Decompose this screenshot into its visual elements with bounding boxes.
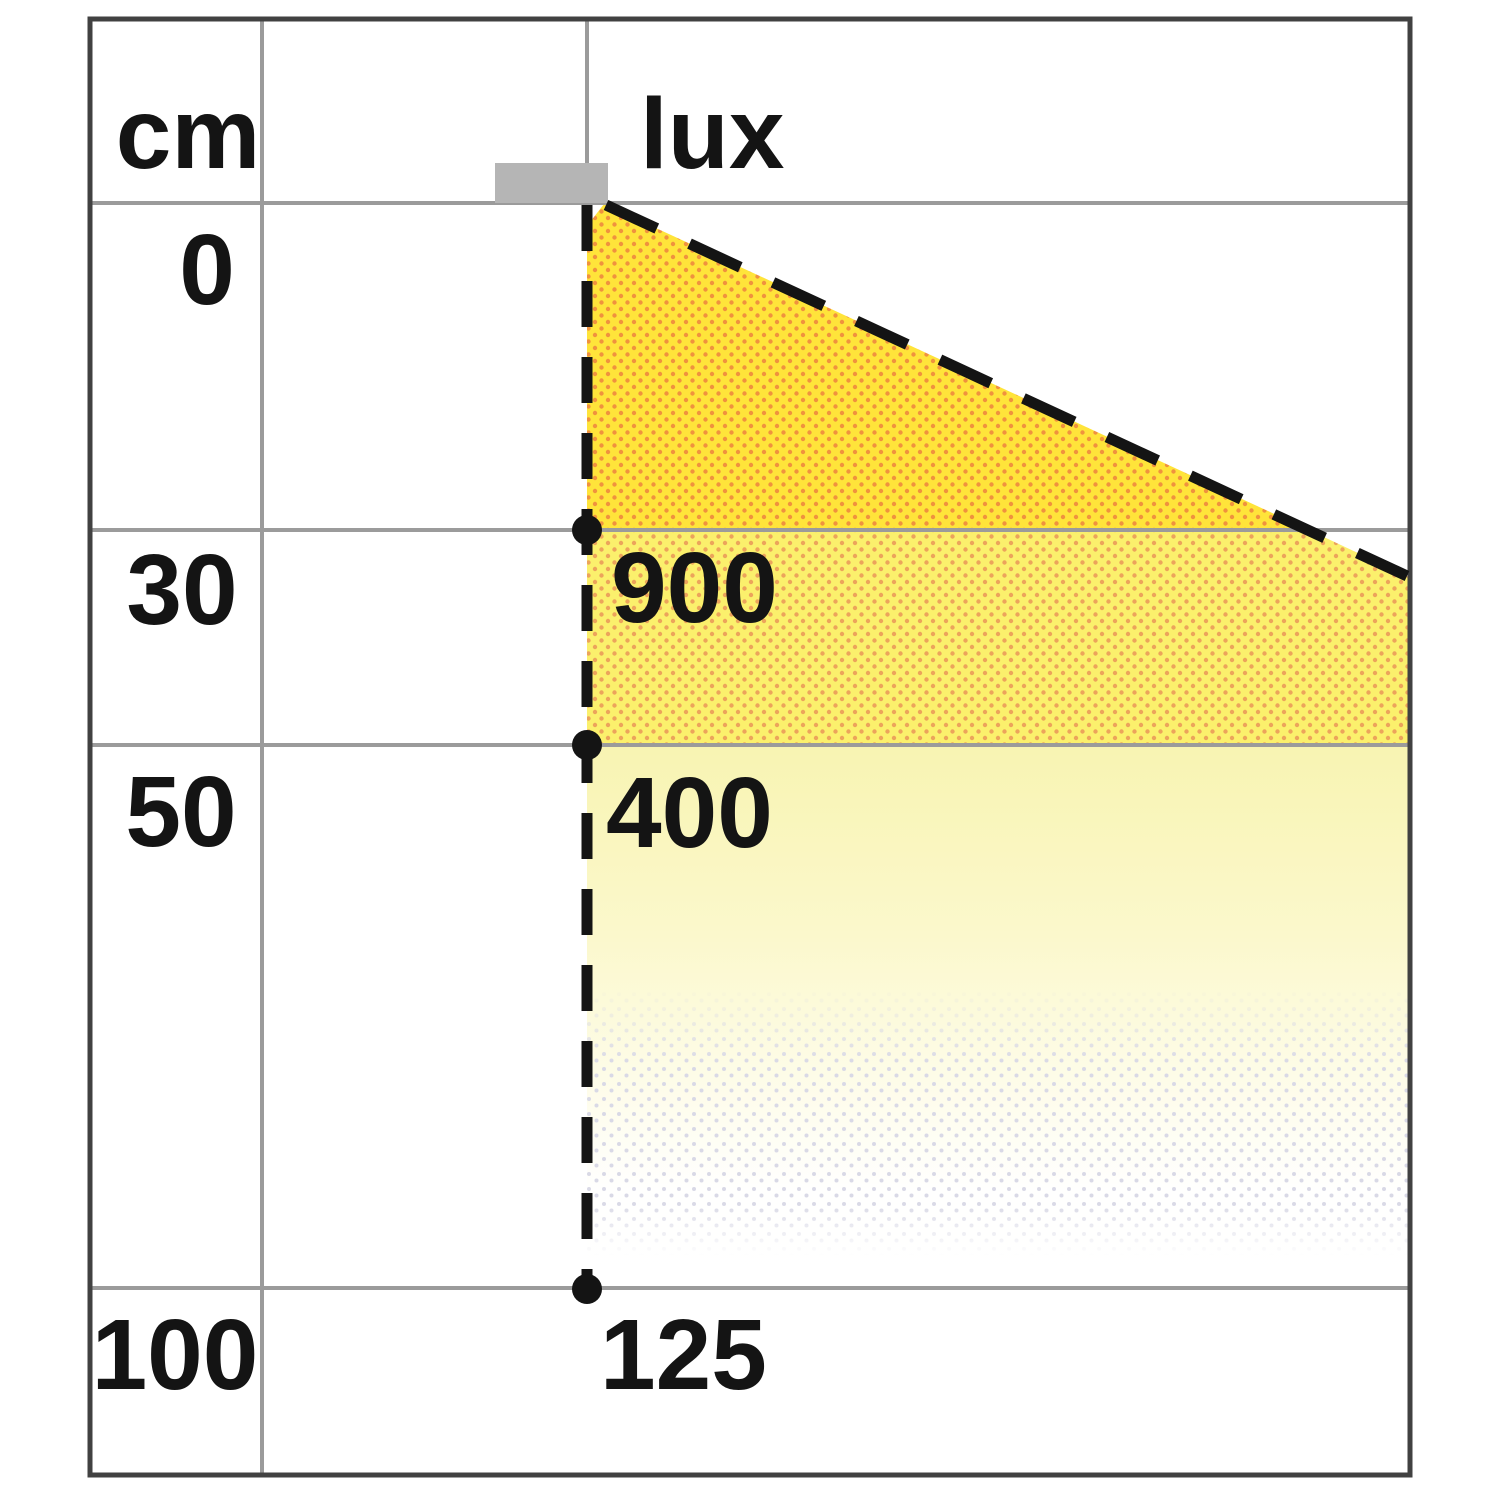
labels: cm lux 0 30 50 100 900 400 125 (92, 78, 785, 1411)
diagram-border (87, 16, 1413, 1478)
beam-fade-speckle (587, 988, 1409, 1256)
measurement-dots (572, 515, 602, 1304)
lux-value-900: 900 (611, 532, 778, 644)
distance-label-50: 50 (125, 756, 236, 868)
lux-value-400: 400 (606, 757, 773, 869)
luminaire-icon (495, 163, 608, 203)
distance-label-100: 100 (92, 1299, 259, 1411)
lux-value-125: 125 (600, 1299, 767, 1411)
unit-label-lux: lux (640, 78, 784, 190)
beam-zone-30-50cm (587, 530, 1409, 745)
distance-label-30: 30 (126, 534, 237, 646)
measure-dot-30cm (572, 515, 602, 545)
beam-edge-dashed-line (603, 200, 1410, 581)
distance-label-0: 0 (179, 214, 235, 326)
unit-label-cm: cm (116, 78, 261, 190)
measure-dot-50cm (572, 730, 602, 760)
measure-dot-100cm (572, 1274, 602, 1304)
